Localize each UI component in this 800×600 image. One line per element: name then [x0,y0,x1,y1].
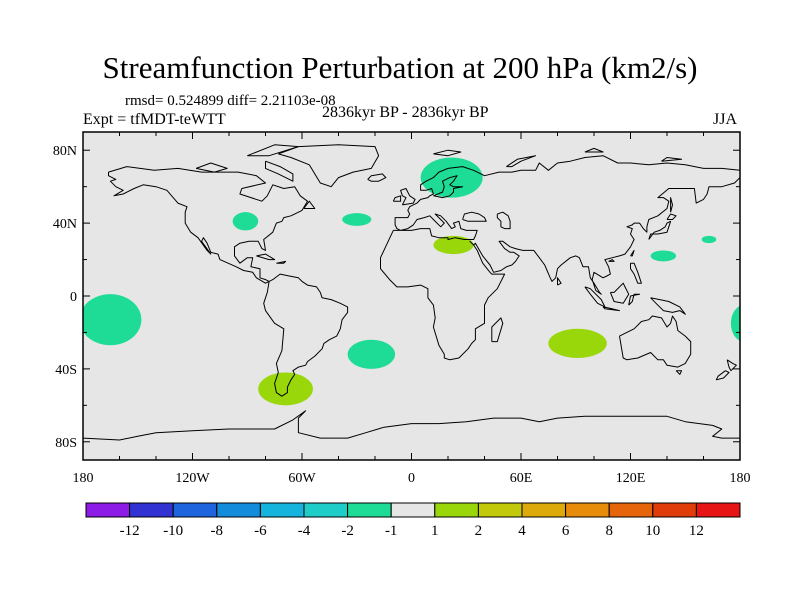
anomaly-south-atlantic [347,339,396,369]
y-tick-label: 0 [70,290,77,305]
colorbar-label: -8 [211,523,224,539]
x-tick-label: 0 [408,471,415,486]
colorbar-swatch [695,502,741,518]
coastline-north-america [108,166,308,284]
anomaly-great-lakes [232,212,259,231]
anomaly-eastern-pacific [83,294,142,346]
colorbar-label: -12 [120,523,140,539]
coastline-iceland [367,173,387,182]
stats-label: rmsd= 0.524899 diff= 2.21103e-08 [125,93,336,109]
coastline-new-siberian [661,157,683,162]
coastline-new-guinea [650,297,686,315]
coastline-hainan [608,259,615,262]
x-tick-label: 120E [616,471,646,486]
colorbar-label: -10 [163,523,183,539]
colorbar-swatch [390,502,436,518]
anomaly-east-asia [650,250,677,262]
coastline-novaya-zemlya [506,155,537,168]
x-tick-label: 60E [510,471,533,486]
anomaly-western-pacific-edge [730,305,740,341]
colorbar-label: -6 [254,523,267,539]
coastline-sakhalin [670,197,673,213]
coastline-cuba [256,253,276,261]
anomaly-north-pacific [701,235,717,244]
x-tick-label: 120W [175,471,210,486]
anomaly-north-africa-mideast [433,235,474,255]
period-label: 2836kyr BP - 2836kyr BP [322,104,489,121]
coastline-great-britain [400,188,416,206]
colorbar-label: -1 [385,523,398,539]
anomaly-patagonia [258,372,313,406]
colorbar-swatch [652,502,697,518]
anomaly-south-indian [548,328,607,358]
coastline-nz-north [726,359,737,372]
axis-ticks: 180 120W 60W 0 60E 120E 180 80N 40N 0 40S 80S [53,132,751,486]
colorbar-label: 6 [562,523,570,539]
colorbar-label: 1 [431,523,439,539]
colorbar-label: 2 [475,523,483,539]
colorbar-swatch [347,502,392,518]
coastline-antarctica [83,410,740,441]
coastline-borneo [609,282,630,304]
experiment-label: Expt = tfMDT-teWTT [83,111,226,128]
coastline-tasmania [675,370,683,375]
coastline-ellesmere [247,144,299,157]
coastline-taiwan [630,249,635,257]
coastline-caspian-sea [496,211,511,230]
colorbar-swatch [434,502,479,518]
coastline-japan [648,220,672,240]
colorbar-swatch [521,502,567,518]
colorbar-swatch [129,502,174,518]
map-background [83,132,740,460]
x-tick-label: 180 [73,471,94,486]
colorbar-label: -4 [298,523,311,539]
coastline-madagascar [491,317,504,343]
colorbar-swatch [259,502,305,518]
coastline-svalbard [433,149,462,157]
x-tick-label: 180 [730,471,751,486]
chart-title: Streamfunction Perturbation at 200 hPa (… [102,50,698,85]
y-tick-label: 40S [55,363,77,378]
colorbar-swatch [565,502,610,518]
coastline-sri-lanka [557,277,562,286]
colorbar-swatch [216,502,261,518]
coastline-nz-south [715,370,730,381]
anomaly-north-atlantic [342,213,372,226]
coastline-hispaniola [276,260,287,264]
coastline-afro-eurasia [380,155,740,361]
colorbar-swatch [608,502,654,518]
coastline-layer [83,144,740,441]
coastline-ireland [392,195,402,202]
colorbar-label: 4 [518,523,526,539]
colorbar-swatch [172,502,218,518]
colorbar-swatch [477,502,523,518]
colorbar-label: 12 [689,523,704,539]
y-tick-label: 80S [55,436,77,451]
season-label: JJA [713,111,738,128]
colorbar-swatch [85,502,131,518]
coastline-java [602,306,620,312]
coastline-south-america [263,273,349,397]
x-tick-label: 60W [288,471,316,486]
coastline-philippines [630,262,642,284]
y-tick-label: 80N [53,144,77,159]
coastline-baffin [265,160,294,182]
colorbar-label: -2 [341,523,354,539]
colorbar: -12 -10 -8 -6 -4 -2 -1 1 2 4 6 8 10 12 [85,502,741,539]
coastline-black-sea [462,211,487,222]
coastline-australia [619,315,692,368]
coastline-victoria-island [195,162,228,173]
coastline-sulawesi [628,293,641,306]
colorbar-label: 10 [645,523,660,539]
colorbar-swatch [303,502,349,518]
coastline-baltic-sea [433,175,464,199]
y-tick-label: 40N [53,217,77,232]
coastline-newfoundland [303,200,316,209]
colorbar-label: 8 [605,523,613,539]
coastline-hokkaido [666,213,677,220]
coastline-greenland [278,144,380,188]
coastline-severnaya-zemlya [584,147,604,153]
